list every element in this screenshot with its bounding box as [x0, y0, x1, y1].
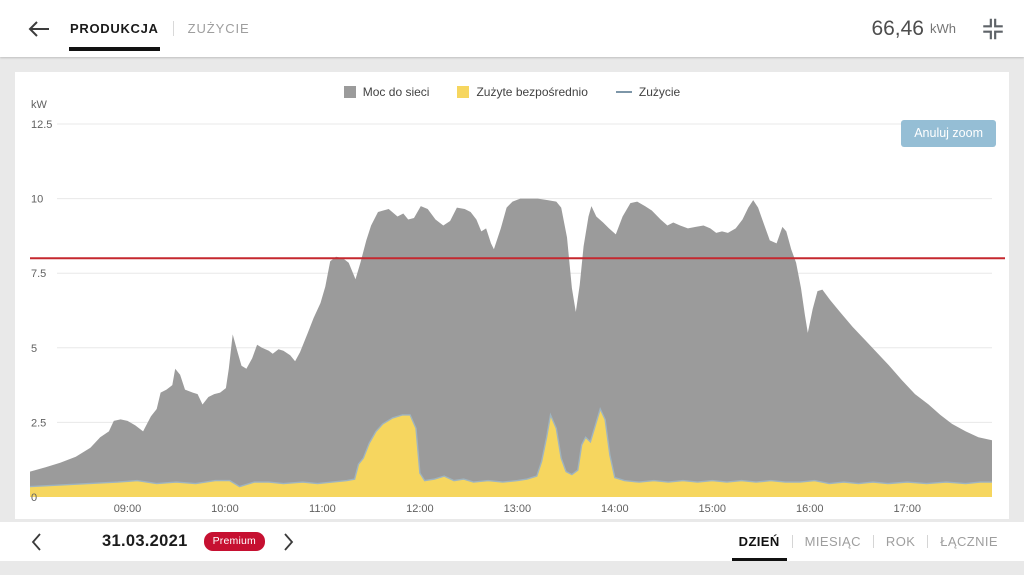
- legend-item-moc-do-sieci[interactable]: Moc do sieci: [343, 85, 430, 99]
- legend-label: Zużyte bezpośrednio: [476, 85, 588, 99]
- top-bar: PRODUKCJA ZUŻYCIE 66,46 kWh: [0, 0, 1024, 57]
- range-separator: [927, 535, 929, 548]
- chevron-left-icon: [31, 532, 41, 551]
- header-total: 66,46 kWh: [871, 14, 1024, 44]
- production-area-chart[interactable]: 0 2.5 5 7.5 10 12.5 kW 09:00 10:00 11:00 12:00 13:0…: [15, 72, 1009, 519]
- range-tab-rok[interactable]: ROK: [885, 534, 916, 549]
- x-axis-label: 12:00: [406, 503, 434, 515]
- chart-legend: Moc do sieci Zużyte bezpośrednio Zużycie: [15, 85, 1009, 99]
- range-tab-dzien[interactable]: DZIEŃ: [731, 534, 787, 561]
- next-day-button[interactable]: [279, 530, 299, 554]
- tab-produkcja-label: PRODUKCJA: [70, 21, 159, 36]
- header-tabs: PRODUKCJA ZUŻYCIE: [69, 0, 250, 57]
- total-energy-unit: kWh: [930, 21, 956, 36]
- y-axis-label: 5: [31, 343, 37, 355]
- range-separator: [791, 535, 793, 548]
- y-axis-label: 10: [31, 194, 43, 206]
- legend-item-zuzyte-bezposrednio[interactable]: Zużyte bezpośrednio: [457, 85, 588, 99]
- footer-bar: 31.03.2021 Premium DZIEŃ MIESIĄC ROK ŁĄC…: [0, 522, 1024, 561]
- tab-zuzycie[interactable]: ZUŻYCIE: [188, 0, 250, 57]
- total-energy-value: 66,46: [871, 16, 924, 40]
- tab-zuzycie-label: ZUŻYCIE: [187, 21, 250, 36]
- back-button[interactable]: [24, 14, 54, 44]
- area-zuzyte-bezposrednio: [30, 409, 992, 497]
- y-axis-label: 7.5: [31, 268, 46, 280]
- x-axis-label: 15:00: [699, 503, 727, 515]
- x-axis-label: 11:00: [309, 503, 336, 515]
- compress-icon: [983, 18, 1003, 39]
- legend-item-zuzycie[interactable]: Zużycie: [615, 85, 681, 99]
- area-moc-do-sieci: [30, 198, 992, 497]
- range-tab-lacznie[interactable]: ŁĄCZNIE: [940, 534, 998, 549]
- collapse-fullscreen-button[interactable]: [978, 14, 1008, 44]
- chart-panel: 0 2.5 5 7.5 10 12.5 kW 09:00 10:00 11:00 12:00 13:0…: [15, 72, 1009, 519]
- arrow-left-icon: [28, 20, 49, 37]
- x-axis-label: 17:00: [893, 503, 921, 515]
- legend-swatch-0: [343, 86, 356, 98]
- x-axis-label: 16:00: [796, 503, 824, 515]
- legend-swatch-1: [457, 86, 470, 98]
- range-tabs: DZIEŃ MIESIĄC ROK ŁĄCZNIE: [731, 534, 1024, 561]
- previous-day-button[interactable]: [26, 530, 46, 554]
- y-axis-unit: kW: [31, 99, 48, 111]
- premium-badge: Premium: [203, 532, 265, 551]
- tab-separator: [172, 21, 174, 36]
- y-axis-label: 0: [31, 492, 37, 504]
- legend-label: Moc do sieci: [362, 85, 430, 99]
- chevron-right-icon: [284, 532, 294, 551]
- range-separator: [872, 535, 874, 548]
- x-axis-label: 13:00: [504, 503, 532, 515]
- x-axis-label: 14:00: [601, 503, 629, 515]
- legend-label: Zużycie: [638, 85, 681, 99]
- line-zuzycie: [29, 407, 992, 488]
- selected-date: 31.03.2021: [102, 532, 188, 550]
- range-tab-miesiac[interactable]: MIESIĄC: [804, 534, 861, 549]
- x-axis-label: 10:00: [211, 503, 239, 515]
- cancel-zoom-button[interactable]: Anuluj zoom: [901, 120, 996, 147]
- y-axis-label: 2.5: [31, 417, 46, 429]
- x-axis-label: 09:00: [114, 503, 142, 515]
- y-axis-label: 12.5: [31, 119, 52, 131]
- legend-swatch-2: [615, 91, 632, 93]
- tab-produkcja[interactable]: PRODUKCJA: [69, 0, 160, 57]
